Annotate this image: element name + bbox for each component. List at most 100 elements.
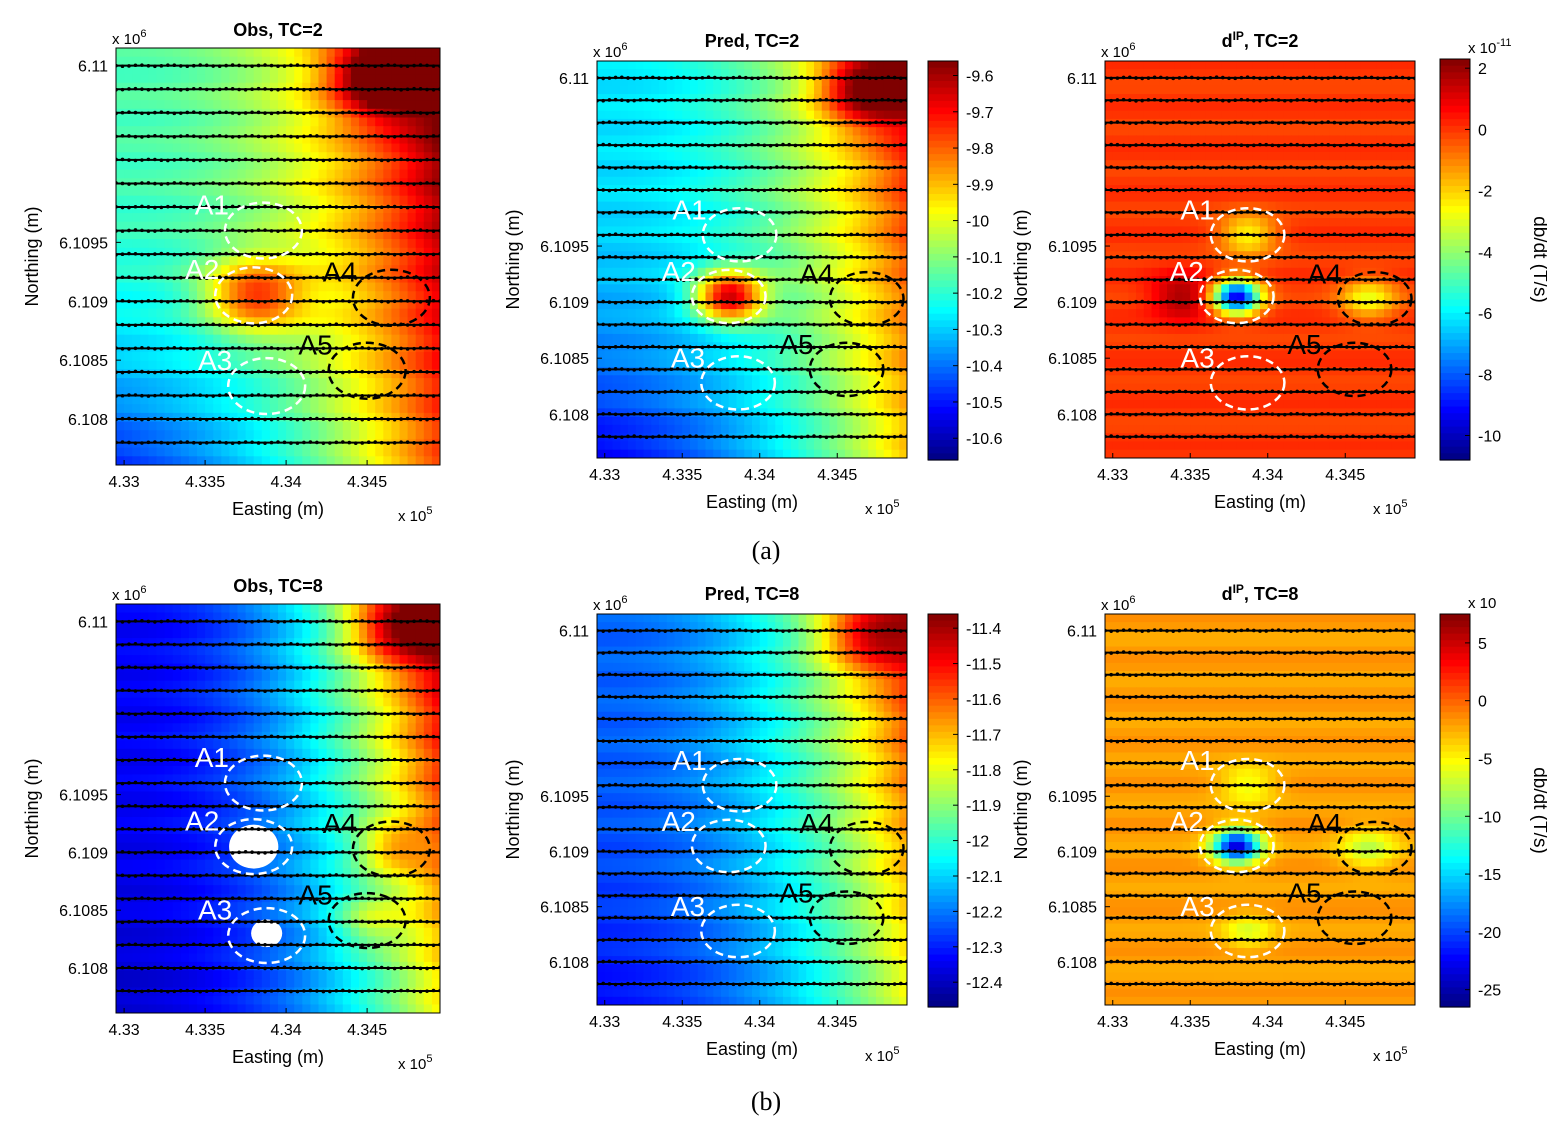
survey-station (243, 619, 248, 624)
survey-station (812, 277, 816, 281)
survey-station (328, 642, 332, 647)
survey-station (830, 673, 835, 678)
survey-station (725, 650, 729, 655)
survey-station (812, 165, 816, 169)
survey-station (613, 782, 618, 787)
survey-station (601, 805, 605, 810)
survey-station (725, 142, 729, 147)
survey-station (843, 277, 847, 281)
survey-station (651, 915, 655, 920)
survey-station (1190, 121, 1194, 126)
survey-station (120, 920, 125, 925)
survey-station (1283, 412, 1287, 417)
survey-station (153, 393, 157, 398)
survey-station (243, 688, 248, 693)
survey-station (334, 205, 339, 209)
survey-station (682, 322, 686, 326)
survey-station (263, 896, 267, 900)
survey-station (638, 345, 643, 350)
x-tick-label: 4.345 (1325, 467, 1365, 484)
survey-station (347, 874, 352, 878)
survey-station (1190, 717, 1194, 721)
survey-station (750, 783, 754, 788)
survey-station (217, 275, 222, 279)
survey-station (153, 110, 157, 115)
survey-station (837, 716, 841, 721)
survey-station (1332, 435, 1337, 440)
survey-station (886, 915, 891, 919)
survey-station (1338, 435, 1343, 439)
survey-station (1283, 187, 1287, 192)
survey-station (874, 98, 878, 103)
survey-station (1276, 121, 1281, 125)
survey-station (230, 642, 235, 646)
survey-station (861, 828, 866, 832)
survey-station (353, 86, 358, 91)
survey-station (849, 323, 853, 327)
survey-station (613, 188, 618, 193)
survey-station (632, 672, 636, 677)
survey-station (431, 643, 436, 647)
survey-station (133, 966, 138, 970)
survey-station (425, 757, 429, 762)
survey-station (353, 346, 358, 350)
panel-title: Pred, TC=8 (705, 584, 800, 604)
survey-station (405, 758, 410, 763)
survey-station (1301, 345, 1306, 349)
survey-station (1171, 368, 1175, 372)
survey-station (328, 989, 332, 994)
survey-station (706, 188, 711, 192)
survey-station (682, 893, 686, 897)
survey-station (787, 389, 791, 394)
survey-station (120, 133, 125, 138)
survey-station (1388, 232, 1392, 237)
survey-station (657, 629, 661, 633)
survey-station (237, 252, 241, 257)
survey-station (1115, 345, 1120, 350)
survey-station (159, 735, 164, 740)
survey-station (775, 761, 779, 765)
survey-station (1407, 694, 1411, 699)
survey-station (1301, 412, 1306, 417)
survey-station (418, 417, 423, 422)
survey-station (1183, 739, 1188, 743)
survey-station (179, 781, 183, 786)
survey-station (133, 919, 138, 923)
survey-station (1320, 345, 1324, 350)
survey-station (347, 803, 352, 808)
survey-station (719, 894, 723, 898)
survey-station (237, 804, 241, 809)
survey-station (179, 111, 183, 115)
survey-station (644, 628, 649, 632)
survey-station (425, 157, 429, 162)
survey-station (1289, 299, 1293, 304)
survey-station (127, 827, 131, 831)
survey-station (725, 300, 729, 304)
survey-station (1140, 120, 1144, 125)
survey-station (308, 897, 313, 901)
survey-station (185, 323, 190, 327)
survey-station (1270, 435, 1275, 439)
survey-station (626, 99, 630, 103)
survey-station (1140, 716, 1144, 721)
survey-station (1258, 345, 1262, 350)
survey-station (1264, 411, 1268, 416)
survey-station (793, 982, 798, 987)
survey-station (1152, 323, 1157, 327)
survey-station (140, 734, 144, 739)
survey-station (204, 252, 209, 257)
survey-station (1252, 322, 1256, 326)
survey-station (1326, 739, 1330, 744)
survey-station (1159, 232, 1163, 237)
survey-station (1289, 255, 1293, 260)
survey-station (140, 135, 144, 139)
survey-station (133, 689, 138, 693)
survey-station (1382, 120, 1386, 125)
survey-station (682, 960, 686, 965)
survey-station (849, 300, 853, 305)
survey-station (768, 300, 773, 305)
survey-station (601, 255, 605, 260)
survey-station (688, 255, 692, 260)
survey-station (849, 120, 853, 124)
survey-station (159, 897, 164, 901)
